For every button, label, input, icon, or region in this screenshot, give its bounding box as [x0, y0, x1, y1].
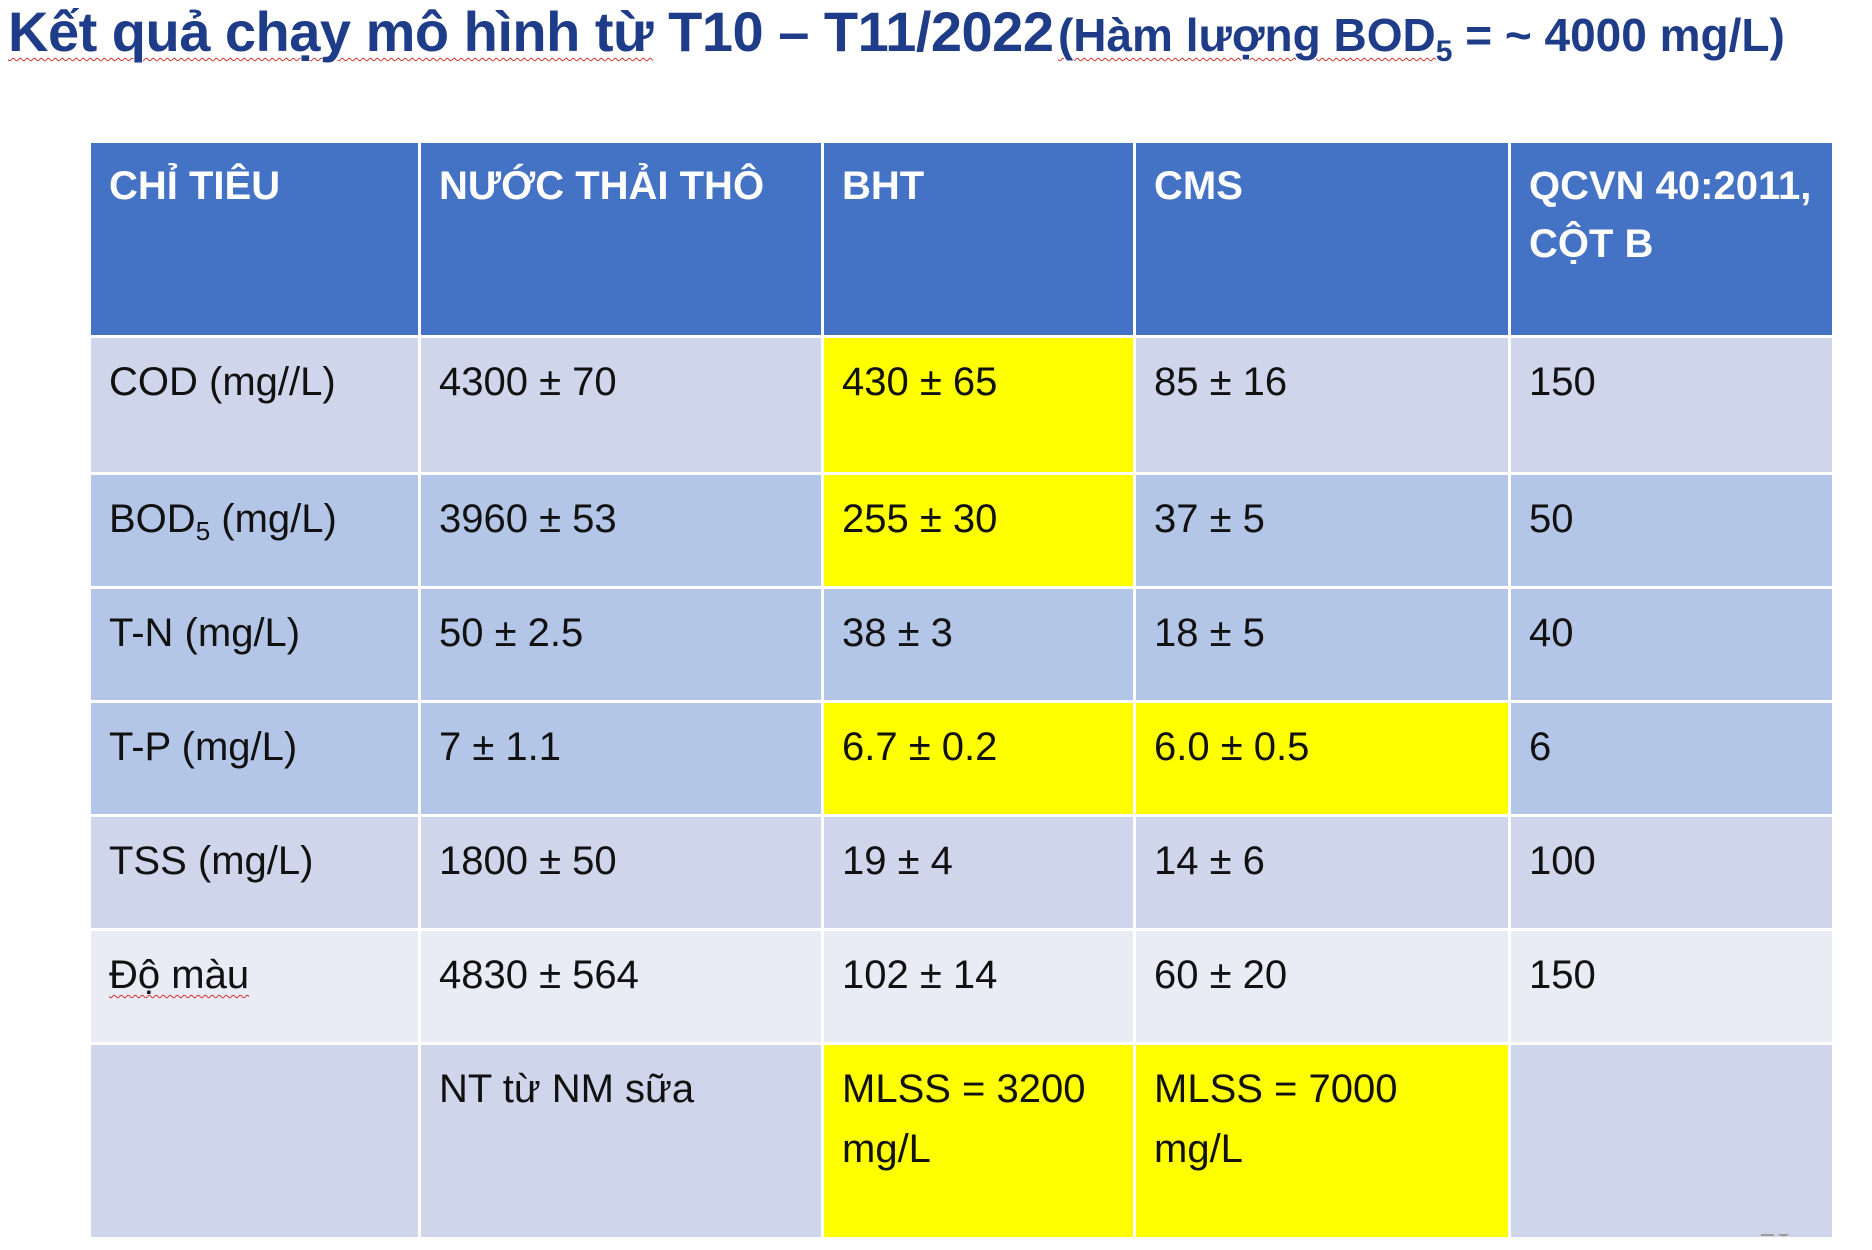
header-parameter: CHỈ TIÊU	[88, 140, 421, 338]
title-paren-suffix: = ~ 4000 mg/L)	[1452, 9, 1785, 61]
cell-parameter	[88, 1042, 421, 1240]
header-qcvn: QCVN 40:2011, CỘT B	[1508, 140, 1835, 338]
cell-raw: 7 ± 1.1	[418, 700, 824, 817]
page-number: 15	[1759, 1234, 1792, 1248]
cell-raw: 3960 ± 53	[418, 472, 824, 589]
cell-qcvn: 50	[1508, 472, 1835, 589]
title-main-period: T10 – T11/2022	[668, 0, 1054, 63]
header-bht: BHT	[821, 140, 1136, 338]
slide-title: Kết quả chạy mô hình từ T10 – T11/2022 (…	[8, 4, 1785, 67]
header-cms: CMS	[1133, 140, 1511, 338]
cell-cms: 85 ± 16	[1133, 335, 1511, 475]
cell-parameter: T-P (mg/L)	[88, 700, 421, 817]
cell-bht: MLSS = 3200 mg/L	[821, 1042, 1136, 1240]
cell-qcvn: 100	[1508, 814, 1835, 931]
cell-parameter: COD (mg//L)	[88, 335, 421, 475]
cell-cms: 37 ± 5	[1133, 472, 1511, 589]
cell-raw: 4300 ± 70	[418, 335, 824, 475]
table-row: Độ màu 4830 ± 564 102 ± 14 60 ± 20 150	[88, 928, 1835, 1045]
cell-raw: NT từ NM sữa	[418, 1042, 824, 1240]
title-main: Kết quả chạy mô hình từ T10 – T11/2022	[8, 0, 1054, 63]
title-subtitle: (Hàm lượng BOD5 = ~ 4000 mg/L)	[1057, 9, 1785, 67]
table-row: COD (mg//L) 4300 ± 70 430 ± 65 85 ± 16 1…	[88, 335, 1835, 475]
table-row: TSS (mg/L) 1800 ± 50 19 ± 4 14 ± 6 100	[88, 814, 1835, 931]
title-main-prefix: Kết quả chạy mô hình từ	[8, 0, 654, 63]
cell-bht: 255 ± 30	[821, 472, 1136, 589]
cell-bht: 19 ± 4	[821, 814, 1136, 931]
cell-qcvn: 150	[1508, 335, 1835, 475]
cell-parameter: Độ màu	[88, 928, 421, 1045]
cell-bht: 430 ± 65	[821, 335, 1136, 475]
cell-cms: 18 ± 5	[1133, 586, 1511, 703]
cell-bht: 102 ± 14	[821, 928, 1136, 1045]
table-row: T-N (mg/L) 50 ± 2.5 38 ± 3 18 ± 5 40	[88, 586, 1835, 703]
table-row: NT từ NM sữa MLSS = 3200 mg/L MLSS = 700…	[88, 1042, 1835, 1240]
cell-qcvn: 40	[1508, 586, 1835, 703]
cell-parameter: T-N (mg/L)	[88, 586, 421, 703]
cell-qcvn: 150	[1508, 928, 1835, 1045]
cell-cms: 6.0 ± 0.5	[1133, 700, 1511, 817]
cell-raw: 50 ± 2.5	[418, 586, 824, 703]
cell-raw: 4830 ± 564	[418, 928, 824, 1045]
cell-raw: 1800 ± 50	[418, 814, 824, 931]
cell-qcvn: 6	[1508, 700, 1835, 817]
table-header-row: CHỈ TIÊU NƯỚC THẢI THÔ BHT CMS QCVN 40:2…	[88, 140, 1835, 338]
cell-parameter: TSS (mg/L)	[88, 814, 421, 931]
title-paren-prefix: (Hàm lượng BOD	[1057, 9, 1436, 61]
cell-bht: 6.7 ± 0.2	[821, 700, 1136, 817]
cell-bht: 38 ± 3	[821, 586, 1136, 703]
header-raw-wastewater: NƯỚC THẢI THÔ	[418, 140, 824, 338]
cell-parameter: BOD5 (mg/L)	[88, 472, 421, 589]
title-paren-subscript: 5	[1435, 35, 1453, 68]
cell-qcvn	[1508, 1042, 1835, 1240]
table-row: T-P (mg/L) 7 ± 1.1 6.7 ± 0.2 6.0 ± 0.5 6	[88, 700, 1835, 817]
cell-cms: 60 ± 20	[1133, 928, 1511, 1045]
results-table: CHỈ TIÊU NƯỚC THẢI THÔ BHT CMS QCVN 40:2…	[88, 140, 1835, 1240]
cell-cms: MLSS = 7000 mg/L	[1133, 1042, 1511, 1240]
cell-cms: 14 ± 6	[1133, 814, 1511, 931]
table-row: BOD5 (mg/L) 3960 ± 53 255 ± 30 37 ± 5 50	[88, 472, 1835, 589]
